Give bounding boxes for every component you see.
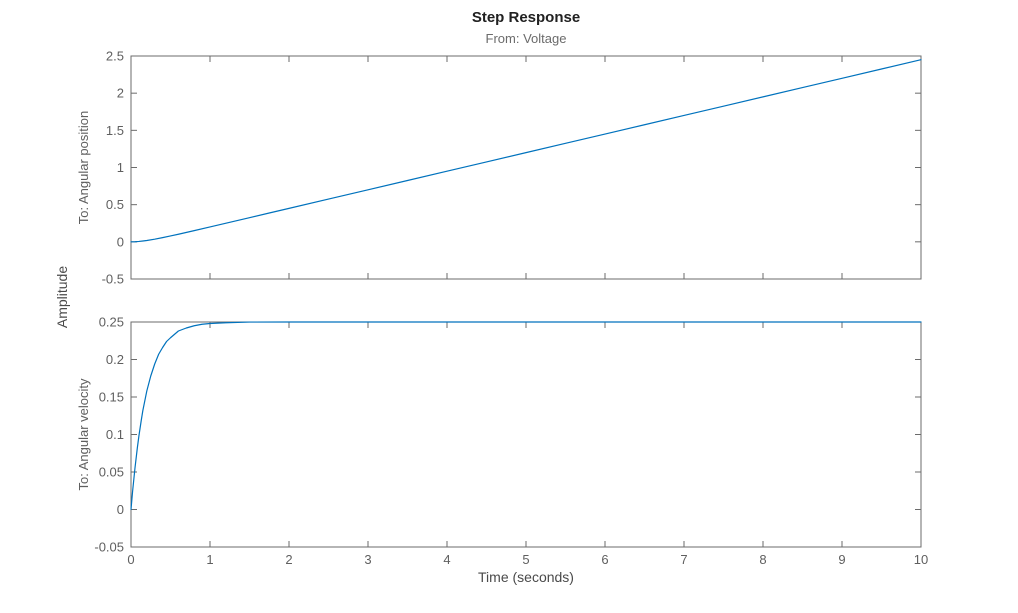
x-tick-label: 1 [206,552,213,567]
y-tick-label: -0.05 [94,540,124,555]
y-tick-label: 0.5 [106,197,124,212]
x-tick-label: 3 [364,552,371,567]
output-axis-label: To: Angular position [76,111,91,224]
x-tick-label: 5 [522,552,529,567]
x-tick-label: 2 [285,552,292,567]
plot-subtitle: From: Voltage [485,31,567,46]
y-tick-label: 0 [117,502,124,517]
y-tick-label: 0.1 [106,427,124,442]
y-tick-label: 0.05 [99,465,124,480]
y-tick-label: 2.5 [106,49,124,64]
axes-box [130,55,922,280]
axes-box [130,321,922,548]
y-tick-label: 0.2 [106,352,124,367]
x-tick-label: 4 [443,552,450,567]
x-tick-label: 7 [680,552,687,567]
x-tick-label: 9 [838,552,845,567]
response-curve [130,59,922,243]
y-tick-label: 1.5 [106,123,124,138]
x-tick-label: 8 [759,552,766,567]
response-curve [130,321,922,511]
y-tick-label: 2 [117,86,124,101]
y-tick-label: -0.5 [102,272,124,287]
time-axis-label: Time (seconds) [478,569,574,585]
plot-title: Step Response [471,9,581,26]
y-tick-label: 1 [117,160,124,175]
angular-position-subplot: -0.5 0 0.5 1 1.5 2 2.5 To: Angular position [76,49,922,287]
x-tick-label: 0 [127,552,134,567]
y-tick-label: 0.15 [99,390,124,405]
output-axis-label: To: Angular velocity [76,378,91,491]
x-tick-label: 6 [601,552,608,567]
x-tick-label: 10 [914,552,928,567]
y-tick-label: 0 [117,234,124,249]
angular-velocity-subplot: 0 1 2 3 4 5 6 7 8 9 10-0.0500.050.10.150.20.25To: … [76,315,928,568]
y-tick-label: 0.25 [99,315,124,330]
